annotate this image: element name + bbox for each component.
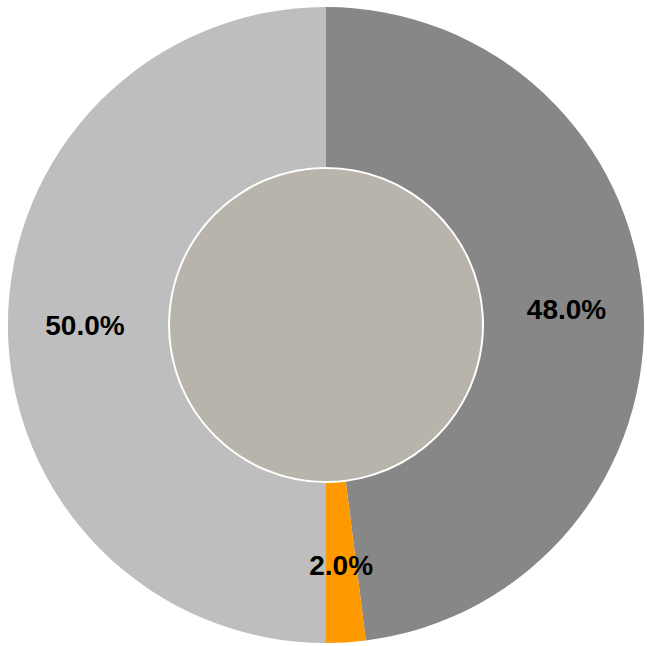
svg-text:50.0%: 50.0%: [45, 310, 124, 341]
svg-text:48.0%: 48.0%: [527, 294, 606, 325]
svg-text:2.0%: 2.0%: [309, 550, 373, 581]
